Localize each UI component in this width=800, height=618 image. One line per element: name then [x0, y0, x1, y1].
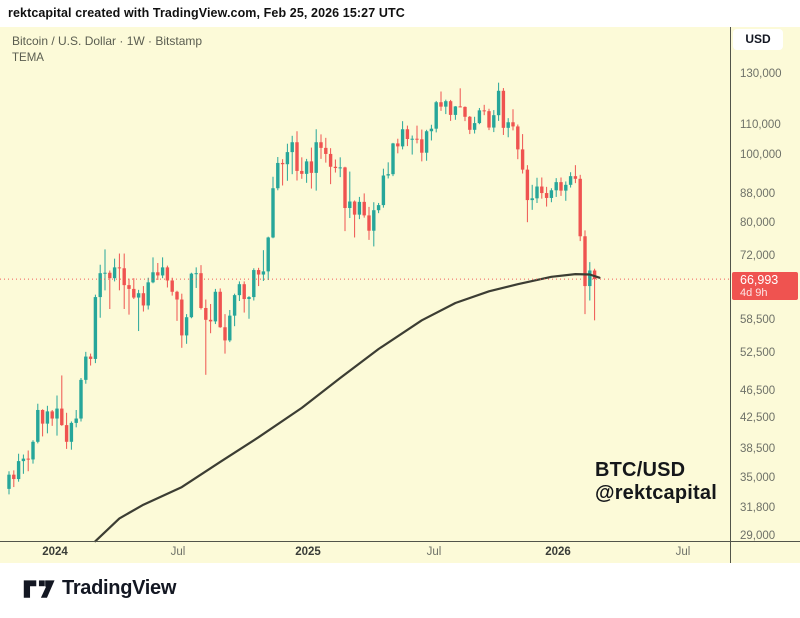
symbol-title[interactable]: Bitcoin / U.S. Dollar · 1W · Bitstamp [12, 34, 203, 48]
time-axis-label: Jul [675, 546, 691, 558]
indicator-label[interactable]: TEMA [12, 52, 44, 64]
bar-countdown: 4d 9h [740, 287, 768, 300]
time-axis[interactable]: 2024 Jul 2025 Jul 2026 Jul [0, 542, 730, 563]
chart-legend: Bitcoin / U.S. Dollar · 1W · Bitstamp TE… [12, 34, 202, 66]
time-axis-label: 2025 [295, 546, 321, 558]
price-axis-label: 46,500 [740, 384, 776, 397]
price-axis-label: 29,000 [740, 529, 776, 542]
price-axis[interactable]: USD 66,993 4d 9h 130,000 110,000 100,000 88… [730, 27, 800, 563]
price-axis-label: 110,000 [740, 119, 781, 132]
current-price-badge: 66,993 4d 9h [732, 272, 798, 301]
attribution-text: rektcapital created with TradingView.com… [8, 6, 405, 20]
price-axis-label: 31,800 [740, 501, 776, 514]
price-axis-label: 38,500 [740, 442, 776, 455]
time-axis-label: 2024 [42, 546, 68, 558]
tema-line [94, 273, 601, 543]
price-axis-label: 80,000 [740, 217, 776, 230]
price-axis-label: 72,000 [740, 249, 776, 262]
price-axis-label: 130,000 [740, 68, 782, 80]
attribution-bar: rektcapital created with TradingView.com… [0, 0, 800, 27]
price-axis-label: 42,500 [740, 412, 776, 425]
candlestick-chart[interactable] [0, 27, 800, 563]
watermark-handle: @rektcapital [595, 482, 717, 504]
price-axis-label: 88,000 [740, 188, 776, 201]
tradingview-logo-text: TradingView [62, 576, 177, 599]
price-axis-label: 35,000 [740, 472, 776, 485]
watermark: BTC/USD @rektcapital [595, 459, 717, 505]
time-axis-label: Jul [170, 546, 186, 558]
time-axis-label: 2026 [545, 546, 571, 558]
price-axis-label: 52,500 [740, 347, 776, 360]
current-price-value: 66,993 [740, 273, 779, 288]
tradingview-logo-icon [23, 580, 55, 598]
currency-button[interactable]: USD [733, 29, 783, 50]
price-axis-label: 100,000 [740, 148, 782, 161]
chart-region: Bitcoin / U.S. Dollar · 1W · Bitstamp TE… [0, 27, 800, 563]
time-axis-label: Jul [426, 546, 442, 558]
candles-layer [7, 82, 597, 495]
tradingview-logo[interactable]: TradingView [22, 575, 176, 601]
watermark-symbol: BTC/USD [595, 459, 686, 481]
axis-border-lines [0, 27, 800, 563]
footer-bar: TradingView [0, 563, 800, 618]
price-axis-label: 58,500 [740, 313, 776, 326]
